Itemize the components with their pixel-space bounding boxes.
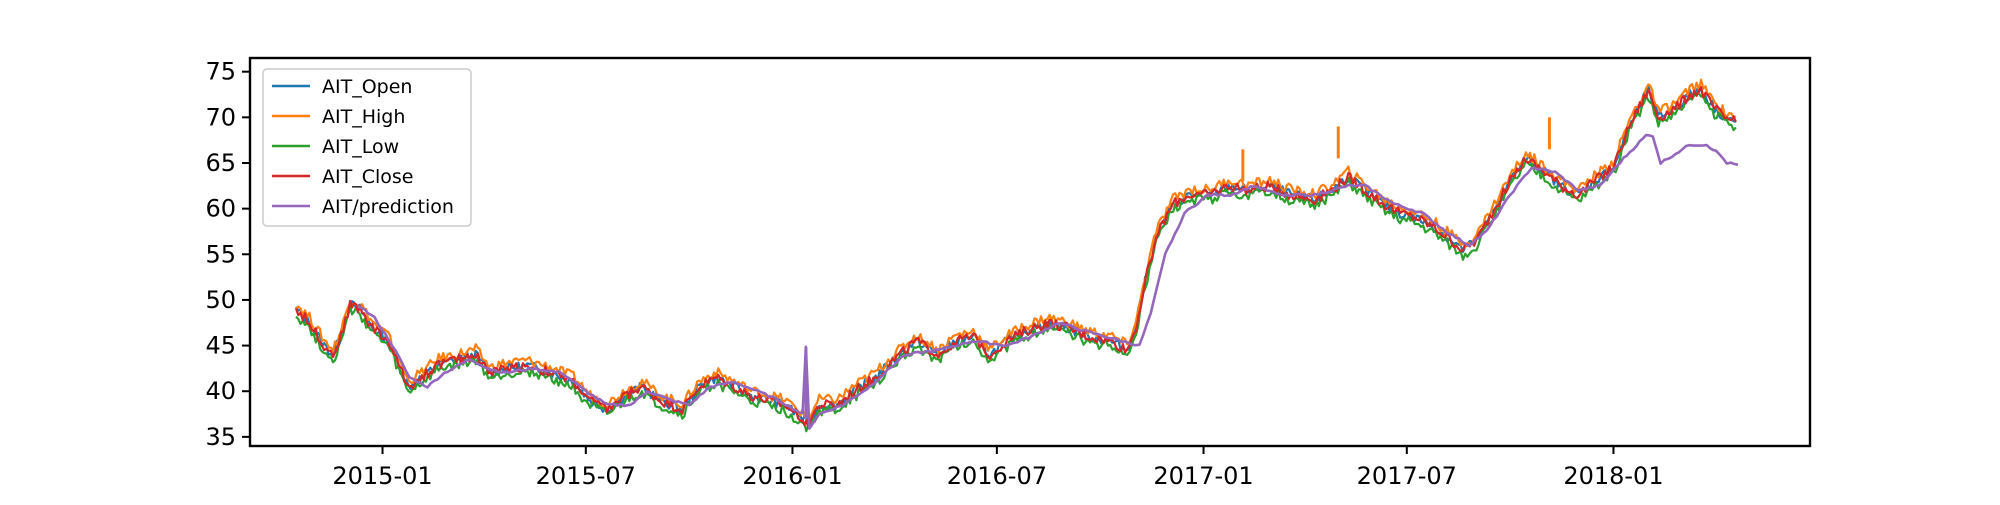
y-tick-label: 55	[205, 240, 236, 268]
legend-label: AIT_Close	[322, 166, 413, 188]
series-layer	[294, 78, 1739, 433]
x-tick-label: 2017-01	[1153, 462, 1253, 490]
legend-label: AIT_Low	[322, 136, 399, 158]
legend-label: AIT_High	[322, 106, 405, 128]
series-line-ait-open	[295, 83, 1737, 428]
y-tick-label: 50	[205, 286, 236, 314]
x-tick-label: 2016-07	[947, 462, 1047, 490]
x-tick-label: 2015-01	[332, 462, 432, 490]
x-tick-label: 2018-01	[1563, 462, 1663, 490]
x-tick-label: 2017-07	[1357, 462, 1457, 490]
legend-label: AIT_Open	[322, 76, 412, 98]
legend-label: AIT/prediction	[322, 196, 454, 218]
y-tick-label: 45	[205, 332, 236, 360]
series-line-ait-high	[295, 78, 1737, 419]
series-line-ait-low	[295, 91, 1737, 433]
y-tick-label: 70	[205, 103, 236, 131]
legend-box	[262, 68, 472, 227]
x-tick-label: 2015-07	[536, 462, 636, 490]
series-line-ait-prediction	[356, 133, 1739, 430]
y-tick-label: 35	[205, 423, 236, 451]
x-tick-label: 2016-01	[742, 462, 842, 490]
y-tick-label: 40	[205, 377, 236, 405]
y-tick-label: 65	[205, 149, 236, 177]
y-tick-label: 60	[205, 195, 236, 223]
plot-frame	[248, 56, 1812, 448]
ticks-layer: 35 40 45 50 55 60 65 70 75 2015-01 2015-07 2016-01 2…	[205, 58, 1663, 490]
legend: AIT_Open AIT_High AIT_Low AIT_Close AIT/pred…	[262, 68, 472, 227]
y-tick-label: 75	[205, 58, 236, 86]
